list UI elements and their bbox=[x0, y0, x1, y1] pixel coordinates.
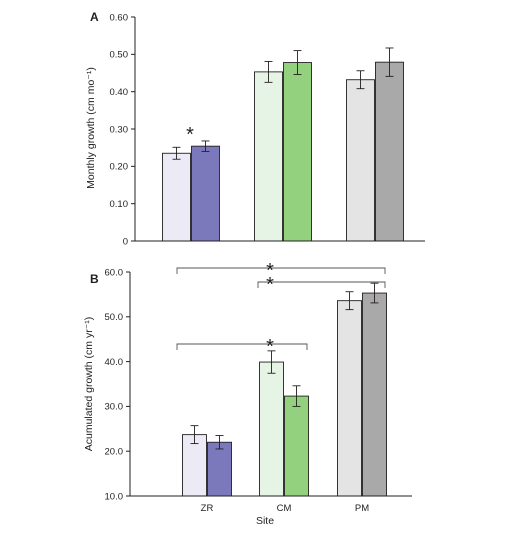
panel-b-x-ticks: ZR CM PM bbox=[201, 503, 370, 514]
x-tick-label: CM bbox=[277, 503, 292, 514]
significance-star: * bbox=[266, 274, 274, 296]
y-tick-label: 10.0 bbox=[105, 491, 124, 502]
bar-zr-1 bbox=[182, 434, 207, 497]
y-tick-label: 0.50 bbox=[110, 50, 129, 61]
y-tick-label: 0.20 bbox=[110, 162, 129, 173]
y-tick-label: 40.0 bbox=[105, 357, 124, 368]
panel-b-y-axis-label: Acumulated growth (cm yr⁻¹) bbox=[83, 317, 95, 452]
bar-cm-2 bbox=[283, 62, 312, 242]
panel-a-letter: A bbox=[90, 10, 99, 24]
y-tick-label: 60.0 bbox=[105, 267, 124, 278]
y-tick-label: 0.30 bbox=[110, 124, 129, 135]
bar-cm-1 bbox=[254, 71, 283, 242]
bar-pm-2 bbox=[375, 61, 404, 242]
panel-a-annotations: * bbox=[186, 124, 194, 146]
panel-b-chart: B Acumulated growth (cm yr⁻¹) 10.0 20.0 30… bbox=[83, 260, 412, 527]
y-tick-label: 0.40 bbox=[110, 87, 129, 98]
significance-star: * bbox=[266, 260, 274, 282]
panel-b-annotations: *** bbox=[176, 260, 386, 358]
y-tick-label: 30.0 bbox=[105, 402, 124, 413]
bar-pm-2 bbox=[362, 292, 387, 497]
significance-star: * bbox=[186, 124, 194, 146]
bar-cm-2 bbox=[284, 395, 309, 497]
panel-b-letter: B bbox=[90, 272, 99, 286]
significance-star: * bbox=[266, 336, 274, 358]
panel-b-y-ticks: 10.0 20.0 30.0 40.0 50.0 60.0 bbox=[105, 267, 130, 502]
y-tick-label: 0 bbox=[123, 236, 128, 247]
significance-bracket bbox=[176, 343, 308, 350]
panel-a-bars bbox=[162, 47, 404, 242]
y-tick-label: 0.10 bbox=[110, 199, 129, 210]
panel-a-y-ticks: 0 0.10 0.20 0.30 0.40 0.50 0.60 bbox=[110, 12, 135, 247]
x-tick-label: ZR bbox=[201, 503, 214, 514]
bar-pm-1 bbox=[346, 79, 375, 242]
x-tick-label: PM bbox=[355, 503, 369, 514]
panel-a-y-axis-label: Monthly growth (cm mo⁻¹) bbox=[85, 67, 97, 189]
bar-zr-1 bbox=[162, 152, 191, 242]
y-tick-label: 20.0 bbox=[105, 447, 124, 458]
bar-cm-1 bbox=[259, 361, 284, 497]
y-tick-label: 0.60 bbox=[110, 12, 129, 23]
bar-pm-1 bbox=[337, 300, 362, 497]
significance-bracket bbox=[176, 267, 386, 274]
panel-b-x-axis-label: Site bbox=[256, 515, 274, 527]
panel-b-bars bbox=[182, 282, 387, 497]
panel-a-chart: A Monthly growth (cm mo⁻¹) 0 0.10 0.20 0.30… bbox=[85, 10, 425, 247]
y-tick-label: 50.0 bbox=[105, 312, 124, 323]
bar-zr-2 bbox=[191, 145, 220, 242]
significance-bracket bbox=[257, 281, 386, 288]
bar-zr-2 bbox=[207, 441, 232, 497]
